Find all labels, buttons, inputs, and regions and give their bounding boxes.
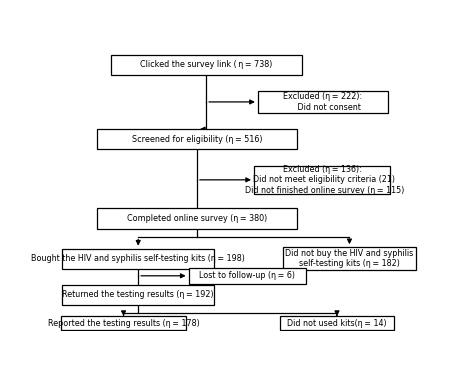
FancyBboxPatch shape <box>97 208 297 228</box>
Text: Bought the HIV and syphilis self-testing kits (η = 198): Bought the HIV and syphilis self-testing… <box>31 254 245 263</box>
Text: Completed online survey (η = 380): Completed online survey (η = 380) <box>127 214 267 223</box>
Text: Did not used kits(η = 14): Did not used kits(η = 14) <box>287 318 387 328</box>
Text: Returned the testing results (η = 192): Returned the testing results (η = 192) <box>63 290 214 299</box>
Text: Lost to follow-up (η = 6): Lost to follow-up (η = 6) <box>200 271 295 280</box>
Text: Excluded (η = 136):
  Did not meet eligibility criteria (21)
  Did not finished : Excluded (η = 136): Did not meet eligibi… <box>240 165 404 195</box>
FancyBboxPatch shape <box>283 247 416 270</box>
Text: Clicked the survey link ( η = 738): Clicked the survey link ( η = 738) <box>140 60 273 69</box>
FancyBboxPatch shape <box>280 316 394 330</box>
FancyBboxPatch shape <box>62 248 214 269</box>
FancyBboxPatch shape <box>61 316 186 330</box>
FancyBboxPatch shape <box>258 91 388 113</box>
FancyBboxPatch shape <box>110 55 301 75</box>
Text: Reported the testing results (η = 178): Reported the testing results (η = 178) <box>48 318 200 328</box>
Text: Screened for eligibility (η = 516): Screened for eligibility (η = 516) <box>132 135 262 144</box>
FancyBboxPatch shape <box>97 129 297 149</box>
FancyBboxPatch shape <box>254 166 390 194</box>
FancyBboxPatch shape <box>189 268 306 284</box>
Text: Excluded (η = 222):
     Did not consent: Excluded (η = 222): Did not consent <box>283 92 363 112</box>
Text: Did not buy the HIV and syphilis
self-testing kits (η = 182): Did not buy the HIV and syphilis self-te… <box>285 249 414 268</box>
FancyBboxPatch shape <box>62 285 214 305</box>
